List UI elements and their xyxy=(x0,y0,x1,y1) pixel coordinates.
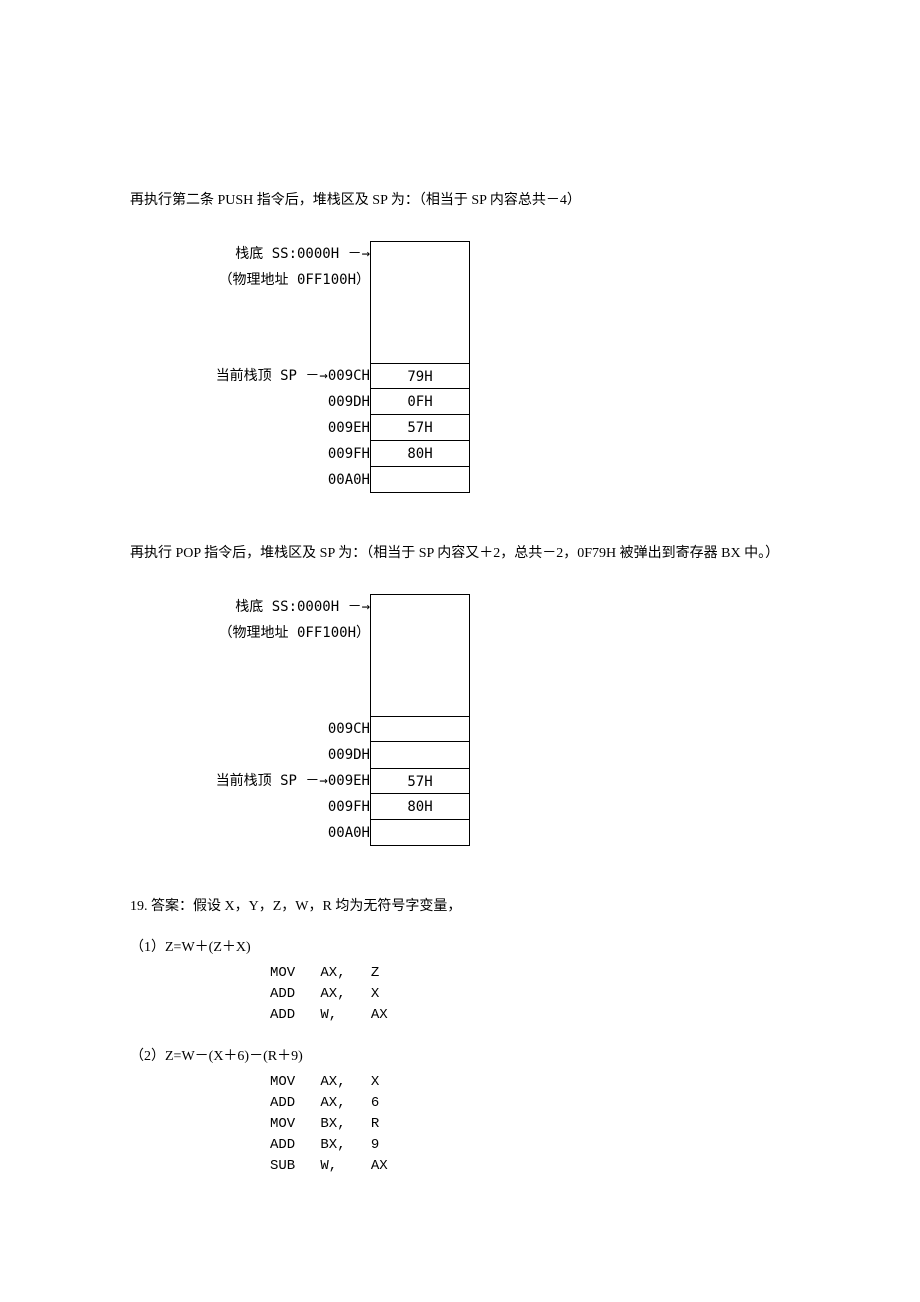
stack-cell xyxy=(370,241,470,267)
code-block-2: MOV AX, X ADD AX, 6 MOV BX, R ADD BX, 9 … xyxy=(270,1072,790,1177)
paragraph-push: 再执行第二条 PUSH 指令后，堆栈区及 SP 为：（相当于 SP 内容总共－4… xyxy=(130,190,790,211)
addr-label: 00A0H xyxy=(130,470,370,491)
stack-diagram-2: 栈底 SS:0000H －→ （物理地址 0FF100H） 009CH 009D… xyxy=(130,594,790,846)
stack-cell-009f: 80H xyxy=(370,794,470,820)
question-1-label: （1）Z=W＋(Z＋X) xyxy=(130,937,790,958)
stack-cell xyxy=(370,646,470,716)
answer-19-header: 19. 答案：假设 X，Y，Z，W，R 均为无符号字变量， xyxy=(130,896,790,917)
addr-label: 009CH xyxy=(130,719,370,740)
stack-cell-009e: 57H xyxy=(370,768,470,794)
addr-label: 00A0H xyxy=(130,823,370,844)
stack-cell xyxy=(370,594,470,620)
stack-cell-009d xyxy=(370,742,470,768)
stack-cell xyxy=(370,620,470,646)
code-block-1: MOV AX, Z ADD AX, X ADD W, AX xyxy=(270,963,790,1026)
physical-addr-label: （物理地址 0FF100H） xyxy=(130,270,370,291)
stack-bottom-label: 栈底 SS:0000H －→ xyxy=(130,244,370,265)
stack-cell-00a0 xyxy=(370,467,470,493)
stack-cell-009e: 57H xyxy=(370,415,470,441)
addr-label: 009DH xyxy=(130,392,370,413)
addr-label: 009FH xyxy=(130,797,370,818)
stack-cell-009d: 0FH xyxy=(370,389,470,415)
stack-cell xyxy=(370,267,470,293)
current-sp-label: 当前栈顶 SP －→009CH xyxy=(130,366,370,387)
stack-cell-009f: 80H xyxy=(370,441,470,467)
addr-label: 009EH xyxy=(130,418,370,439)
paragraph-pop: 再执行 POP 指令后，堆栈区及 SP 为：（相当于 SP 内容又＋2，总共－2… xyxy=(130,543,790,564)
stack-cell-00a0 xyxy=(370,820,470,846)
stack-bottom-label: 栈底 SS:0000H －→ xyxy=(130,597,370,618)
addr-label: 009FH xyxy=(130,444,370,465)
stack-diagram-1: 栈底 SS:0000H －→ （物理地址 0FF100H） 当前栈顶 SP －→… xyxy=(130,241,790,493)
question-2-label: （2）Z=W－(X＋6)－(R＋9) xyxy=(130,1046,790,1067)
addr-label: 009DH xyxy=(130,745,370,766)
stack-cell-009c xyxy=(370,716,470,742)
physical-addr-label: （物理地址 0FF100H） xyxy=(130,623,370,644)
stack-cell-009c: 79H xyxy=(370,363,470,389)
stack-cell xyxy=(370,293,470,363)
current-sp-label: 当前栈顶 SP －→009EH xyxy=(130,771,370,792)
